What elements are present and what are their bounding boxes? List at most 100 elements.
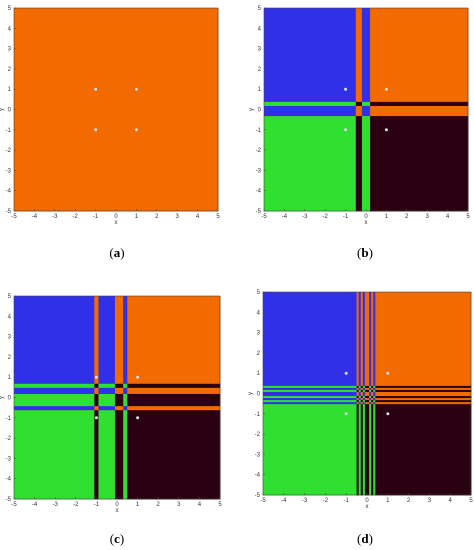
heatmap-cell: [356, 387, 360, 390]
heatmap-cell: [14, 393, 95, 398]
heatmap-cell: [14, 296, 95, 384]
heatmap-cell: [373, 397, 376, 401]
heatmap-cell: [364, 389, 368, 392]
heatmap-cell: [358, 391, 362, 394]
heatmap-cell: [369, 292, 372, 384]
data-point-marker: [94, 375, 98, 379]
panel-label-a-close: ): [120, 245, 125, 260]
heatmap-cell: [127, 387, 221, 394]
heatmap-cell: [127, 296, 221, 384]
heatmap-cell: [14, 387, 95, 394]
x-tick-label: -5: [261, 214, 267, 220]
y-tick-label: -3: [256, 168, 262, 174]
heatmap-cell: [127, 397, 221, 407]
panel-label-b-close: ): [368, 245, 373, 260]
y-tick-label: 1: [8, 87, 12, 93]
x-tick-label: 5: [216, 214, 220, 220]
x-tick-label: 1: [136, 502, 140, 508]
data-point-marker: [344, 412, 348, 416]
heatmap-cell: [358, 403, 362, 496]
heatmap-cell: [355, 115, 363, 212]
y-tick-label: -2: [256, 148, 262, 154]
heatmap-cell: [371, 391, 374, 394]
y-tick-label: -2: [6, 436, 12, 442]
x-tick-label: 3: [177, 502, 181, 508]
y-tick-label: 0: [8, 108, 12, 114]
data-point-marker: [136, 416, 140, 420]
x-axis-label: x: [115, 220, 118, 226]
heatmap-cell: [377, 397, 472, 401]
heatmap-cell: [360, 397, 364, 401]
heatmap-cell: [377, 292, 472, 384]
data-point-marker: [386, 371, 390, 375]
x-tick-label: -2: [323, 214, 329, 220]
heatmap-cell: [369, 399, 372, 403]
panel-label-a-open: (: [109, 245, 114, 260]
y-tick-label: -2: [6, 148, 12, 154]
heatmap-cell: [369, 393, 372, 397]
x-tick-label: 3: [428, 498, 432, 504]
x-tick-label: -4: [281, 498, 287, 504]
heatmap-cell: [366, 115, 371, 212]
x-tick-label: 0: [115, 502, 119, 508]
heatmap-cell: [355, 8, 363, 102]
heatmap-cell: [123, 393, 128, 398]
heatmap-cell: [375, 399, 378, 403]
heatmap-cell: [358, 292, 362, 384]
heatmap-cell: [127, 383, 221, 388]
x-tick-label: 0: [364, 214, 368, 220]
heatmap-cell: [364, 393, 368, 397]
heatmap-cell: [264, 115, 357, 212]
x-tick-label: 5: [218, 502, 222, 508]
heatmap-cell: [364, 399, 368, 403]
x-tick-label: -1: [94, 502, 100, 508]
heatmap-cell: [114, 393, 118, 398]
heatmap-cell: [361, 111, 367, 117]
heatmap-cell: [14, 409, 95, 500]
heatmap-cell: [373, 399, 376, 403]
heatmap-cell: [264, 8, 357, 102]
x-tick-label: -1: [93, 214, 99, 220]
heatmap-cell: [360, 395, 364, 399]
y-tick-label: -1: [6, 416, 12, 422]
y-axis-label: y: [248, 392, 254, 395]
heatmap-cell: [371, 292, 374, 384]
x-tick-label: 4: [449, 498, 453, 504]
panel-label-a-letter: a: [113, 245, 121, 260]
data-point-marker: [94, 87, 98, 91]
panel-label-b: (b): [345, 245, 385, 261]
heatmap-cell: [362, 393, 366, 397]
heatmap-cell: [369, 383, 372, 386]
x-tick-label: 5: [466, 214, 470, 220]
heatmap-cell: [375, 393, 378, 397]
heatmap-cell: [367, 383, 370, 386]
heatmap-cell: [375, 403, 378, 496]
heatmap-cell: [371, 383, 374, 386]
heatmap-cell: [360, 383, 364, 386]
heatmap-cell: [369, 395, 372, 399]
heatmap-cell: [114, 405, 118, 411]
heatmap-cells-a: [14, 8, 219, 212]
x-tick-label: 0: [114, 214, 118, 220]
panel-label-b-open: (: [357, 245, 362, 260]
x-tick-label: -5: [11, 502, 17, 508]
decision-boundary-plot-d: -5 -4 -3 -2 -1 0 1 2 3 4 5 -5 -4 -3 -2 -1 0 1 2 3 4 5 x y: [248, 290, 473, 510]
heatmap-cell: [127, 409, 221, 500]
heatmap-cell: [263, 399, 358, 403]
heatmap-cell: [360, 403, 364, 496]
heatmap-cell: [371, 385, 374, 388]
x-tick-label: -2: [73, 502, 79, 508]
heatmap-cell: [114, 383, 118, 388]
heatmap-cell: [371, 393, 374, 397]
y-tick-label: 4: [8, 26, 12, 32]
y-tick-label: 5: [8, 294, 12, 300]
heatmap-cell: [94, 393, 99, 398]
heatmap-cell: [373, 403, 376, 496]
heatmap-cell: [356, 391, 360, 394]
data-point-marker: [94, 416, 98, 420]
heatmap-cell: [362, 397, 366, 401]
heatmap-cell: [377, 387, 472, 390]
heatmap-cell: [98, 405, 116, 411]
y-tick-label: 3: [8, 335, 12, 341]
heatmap-cell: [94, 405, 99, 411]
